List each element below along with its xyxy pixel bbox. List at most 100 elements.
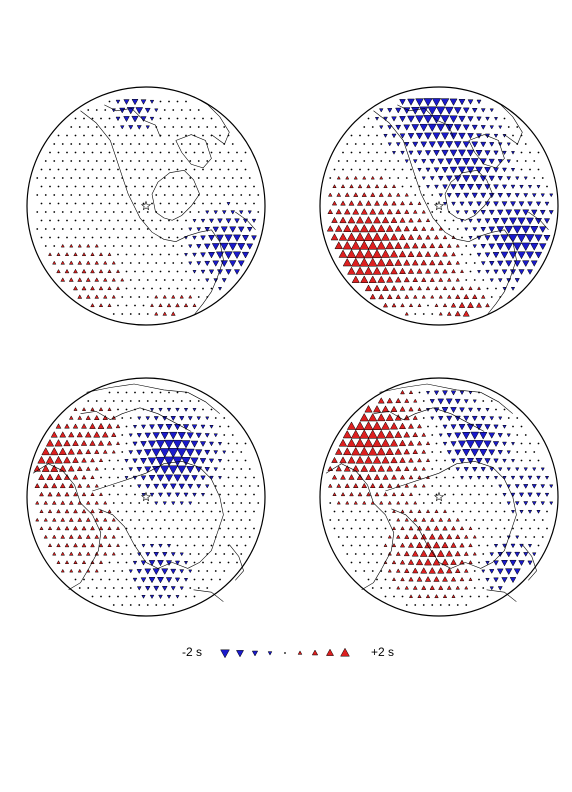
residual-marker	[154, 311, 159, 316]
residual-marker	[400, 150, 405, 156]
residual-marker	[429, 226, 435, 231]
residual-marker	[217, 459, 223, 463]
residual-marker	[497, 193, 504, 199]
residual-marker	[437, 175, 444, 182]
residual-marker	[492, 234, 500, 242]
residual-dot	[214, 519, 217, 521]
residual-dot	[66, 134, 68, 137]
residual-marker	[416, 250, 423, 257]
residual-dot	[486, 493, 489, 496]
residual-dot	[125, 253, 128, 256]
residual-dot	[253, 476, 255, 479]
residual-dot	[129, 553, 132, 555]
residual-dot	[108, 219, 111, 222]
residual-marker	[480, 227, 487, 233]
residual-dot	[142, 287, 145, 290]
residual-dot	[367, 151, 370, 154]
residual-dot	[74, 185, 77, 188]
residual-marker	[497, 176, 503, 182]
residual-dot	[117, 134, 119, 137]
residual-dot	[146, 177, 149, 179]
residual-marker	[49, 447, 59, 456]
residual-marker	[385, 430, 395, 439]
residual-marker	[378, 482, 385, 488]
residual-marker	[513, 568, 521, 575]
residual-marker	[404, 209, 410, 214]
residual-dot	[359, 168, 361, 171]
residual-dot	[431, 485, 434, 487]
residual-dot	[371, 126, 374, 128]
residual-marker	[403, 448, 410, 455]
residual-dot	[371, 160, 374, 162]
residual-marker	[530, 260, 538, 267]
residual-marker	[81, 407, 87, 411]
residual-dot	[524, 536, 527, 538]
residual-dot	[83, 219, 85, 222]
globe-outline	[26, 377, 266, 617]
residual-dot	[231, 177, 234, 179]
residual-dot	[236, 527, 238, 530]
residual-dot	[129, 177, 132, 179]
residual-dot	[112, 228, 115, 230]
residual-marker	[144, 568, 152, 575]
residual-marker	[529, 242, 539, 251]
residual-marker	[327, 483, 333, 488]
residual-marker	[412, 276, 419, 282]
residual-dot	[83, 185, 85, 188]
residual-marker	[68, 517, 74, 522]
residual-marker	[221, 278, 227, 283]
residual-dot	[482, 519, 485, 521]
residual-marker	[204, 433, 210, 438]
residual-dot	[248, 519, 251, 521]
residual-marker	[352, 208, 360, 215]
residual-marker	[411, 550, 419, 557]
residual-dot	[231, 502, 234, 504]
residual-marker	[172, 439, 183, 449]
residual-marker	[182, 424, 190, 431]
residual-dot	[151, 527, 153, 530]
residual-dot	[520, 527, 523, 530]
residual-marker	[404, 500, 409, 505]
residual-dot	[168, 168, 170, 171]
residual-marker	[354, 437, 366, 448]
residual-dot	[384, 595, 387, 598]
residual-marker	[501, 184, 508, 190]
residual-dot	[219, 168, 221, 171]
residual-dot	[138, 502, 141, 504]
residual-marker	[450, 576, 457, 582]
residual-dot	[138, 262, 141, 264]
residual-marker	[368, 224, 378, 233]
residual-dot	[49, 185, 51, 188]
residual-marker	[237, 226, 245, 233]
residual-marker	[338, 232, 348, 241]
residual-dot	[78, 228, 81, 230]
residual-dot	[431, 211, 434, 213]
residual-marker	[168, 431, 178, 440]
residual-marker	[549, 484, 554, 489]
residual-dot	[74, 578, 77, 581]
residual-dot	[163, 262, 166, 264]
residual-marker	[98, 509, 104, 514]
residual-marker	[468, 543, 473, 548]
residual-marker	[97, 422, 105, 429]
residual-marker	[163, 456, 175, 467]
residual-marker	[94, 483, 99, 488]
residual-dot	[163, 177, 166, 179]
residual-marker	[359, 257, 370, 267]
residual-dot	[57, 185, 60, 188]
residual-dot	[397, 177, 400, 179]
residual-marker	[81, 285, 87, 291]
residual-marker	[128, 450, 134, 455]
residual-dot	[163, 519, 166, 521]
residual-marker	[381, 232, 390, 241]
residual-marker	[438, 416, 444, 422]
residual-marker	[90, 285, 95, 291]
residual-marker	[64, 423, 70, 429]
residual-marker	[161, 568, 169, 575]
residual-marker	[387, 125, 393, 130]
residual-dot	[363, 160, 366, 162]
residual-marker	[343, 208, 351, 215]
residual-marker	[536, 185, 541, 189]
residual-dot	[219, 185, 221, 188]
residual-marker	[391, 151, 397, 155]
